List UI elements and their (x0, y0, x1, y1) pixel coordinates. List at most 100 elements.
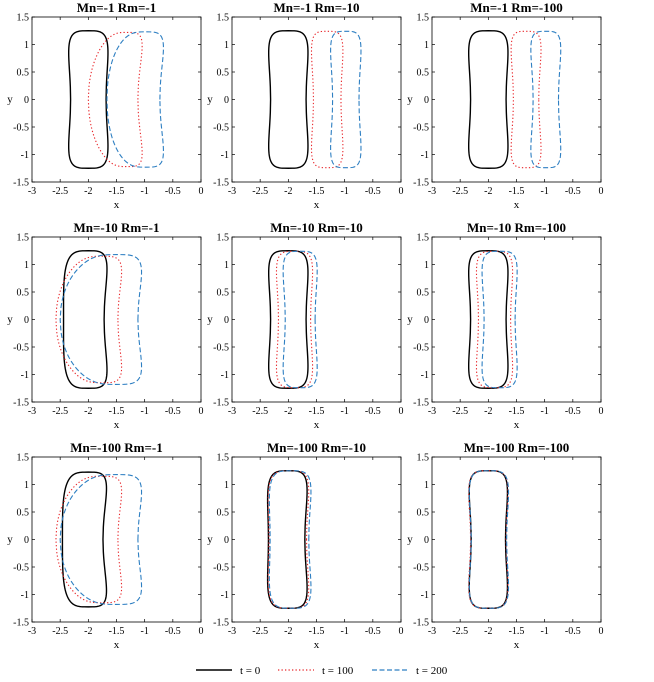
x-tick-label: 0 (199, 186, 204, 197)
series-line (268, 470, 312, 609)
x-tick-label: -2.5 (452, 626, 468, 637)
x-tick-label: -1.5 (509, 406, 525, 417)
x-tick-label: -0.5 (365, 186, 381, 197)
x-tick-label: -3 (228, 406, 236, 417)
x-tick-label: -3 (428, 626, 436, 637)
subplot: Mn=-1 Rm=-100 -3 -2.5 -2 -1.5 -1 -0.5 0 -1.5 -1 -0… (407, 0, 603, 211)
y-tick-label: -1.5 (213, 398, 229, 409)
y-tick-label: 0 (224, 315, 229, 326)
y-tick-label: 1 (24, 260, 29, 271)
x-axis-label: x (114, 199, 120, 211)
x-tick-label: -1 (140, 626, 148, 637)
plot-frame (231, 236, 402, 403)
plot-frame (231, 456, 402, 623)
y-tick-label: 0 (424, 95, 429, 106)
y-tick-label: 1.5 (217, 233, 230, 244)
y-axis-label: y (7, 94, 13, 106)
plot-frame (231, 16, 402, 183)
x-tick-label: -2 (284, 186, 292, 197)
series-line (268, 30, 309, 169)
y-tick-label: -1.5 (213, 178, 229, 189)
y-tick-label: -1 (21, 150, 29, 161)
subplot-title: Mn=-10 Rm=-10 (270, 220, 362, 235)
series-group (468, 250, 518, 389)
series-line (468, 250, 509, 389)
y-tick-label: 1 (224, 260, 229, 271)
series-line (468, 30, 509, 169)
x-tick-label: -2.5 (52, 186, 68, 197)
y-tick-label: -1 (421, 590, 429, 601)
y-axis-label: y (7, 534, 13, 546)
y-tick-label: -0.5 (13, 563, 29, 574)
y-tick-label: 0.5 (417, 288, 430, 299)
x-axis-label: x (314, 639, 320, 651)
y-tick-label: -0.5 (413, 563, 429, 574)
y-tick-label: 1 (424, 40, 429, 51)
x-tick-label: -0.5 (565, 626, 581, 637)
subplot-title: Mn=-100 Rm=-1 (70, 440, 162, 455)
x-tick-label: -3 (28, 186, 36, 197)
x-tick-label: -2.5 (252, 406, 268, 417)
x-tick-label: 0 (399, 186, 404, 197)
x-tick-label: -2.5 (52, 626, 68, 637)
y-axis-label: y (7, 314, 13, 326)
plot-frame (431, 456, 602, 623)
y-tick-label: 1 (24, 480, 29, 491)
plot-frame (31, 16, 202, 183)
subplot-title: Mn=-1 Rm=-1 (77, 0, 156, 15)
x-tick-label: -3 (428, 406, 436, 417)
series-line (55, 255, 123, 384)
y-axis-label: y (407, 534, 413, 546)
x-tick-label: -2 (484, 626, 492, 637)
x-tick-label: -1 (340, 186, 348, 197)
x-tick-label: -1 (340, 406, 348, 417)
y-tick-label: -1.5 (413, 178, 429, 189)
y-tick-label: -1 (221, 150, 229, 161)
subplot: Mn=-1 Rm=-1 -3 -2.5 -2 -1.5 -1 -0.5 0 -1.5 -1 -0.5… (7, 0, 203, 211)
y-tick-label: 1 (224, 480, 229, 491)
series-group (268, 30, 362, 169)
x-tick-label: 0 (199, 406, 204, 417)
subplot: Mn=-100 Rm=-100 -3 -2.5 -2 -1.5 -1 -0.5 0 -1.5 -1… (407, 440, 603, 651)
series-group (468, 470, 510, 609)
x-tick-label: -3 (228, 626, 236, 637)
x-tick-label: -0.5 (365, 626, 381, 637)
series-line (68, 30, 109, 169)
subplot-title: Mn=-100 Rm=-10 (267, 440, 366, 455)
y-tick-label: 0 (224, 535, 229, 546)
y-tick-label: -1.5 (13, 398, 29, 409)
series-group (266, 470, 312, 609)
legend-label: t = 0 (240, 665, 261, 677)
y-tick-label: -1.5 (413, 618, 429, 629)
subplot: Mn=-100 Rm=-1 -3 -2.5 -2 -1.5 -1 -0.5 0 -1.5 -1 -0… (7, 440, 203, 651)
x-tick-label: -1.5 (309, 626, 325, 637)
y-axis-label: y (407, 94, 413, 106)
x-axis-label: x (514, 199, 520, 211)
plot-frame (31, 456, 202, 623)
subplot: Mn=-1 Rm=-10 -3 -2.5 -2 -1.5 -1 -0.5 0 -1.5 -1 -0.… (207, 0, 403, 211)
y-tick-label: 1 (424, 480, 429, 491)
y-tick-label: -1.5 (13, 178, 29, 189)
x-tick-label: -1.5 (109, 406, 125, 417)
series-line (310, 30, 344, 169)
y-tick-label: 0 (224, 95, 229, 106)
x-tick-label: -1.5 (109, 626, 125, 637)
series-group (68, 30, 164, 169)
x-tick-label: -0.5 (365, 406, 381, 417)
x-tick-label: -2 (484, 406, 492, 417)
y-tick-label: 0.5 (17, 508, 30, 519)
x-axis-label: x (114, 419, 120, 431)
y-tick-label: -0.5 (13, 343, 29, 354)
y-tick-label: 1 (424, 260, 429, 271)
y-axis-label: y (207, 94, 213, 106)
series-line (530, 30, 562, 169)
subplot: Mn=-10 Rm=-1 -3 -2.5 -2 -1.5 -1 -0.5 0 -1.5 -1 -0.… (7, 220, 203, 431)
subplot-title: Mn=-10 Rm=-1 (74, 220, 160, 235)
series-line (275, 250, 314, 389)
series-group (468, 30, 562, 169)
y-tick-label: -1 (421, 150, 429, 161)
y-tick-label: 1.5 (17, 453, 30, 464)
x-tick-label: -2 (84, 186, 92, 197)
series-line (55, 475, 123, 604)
